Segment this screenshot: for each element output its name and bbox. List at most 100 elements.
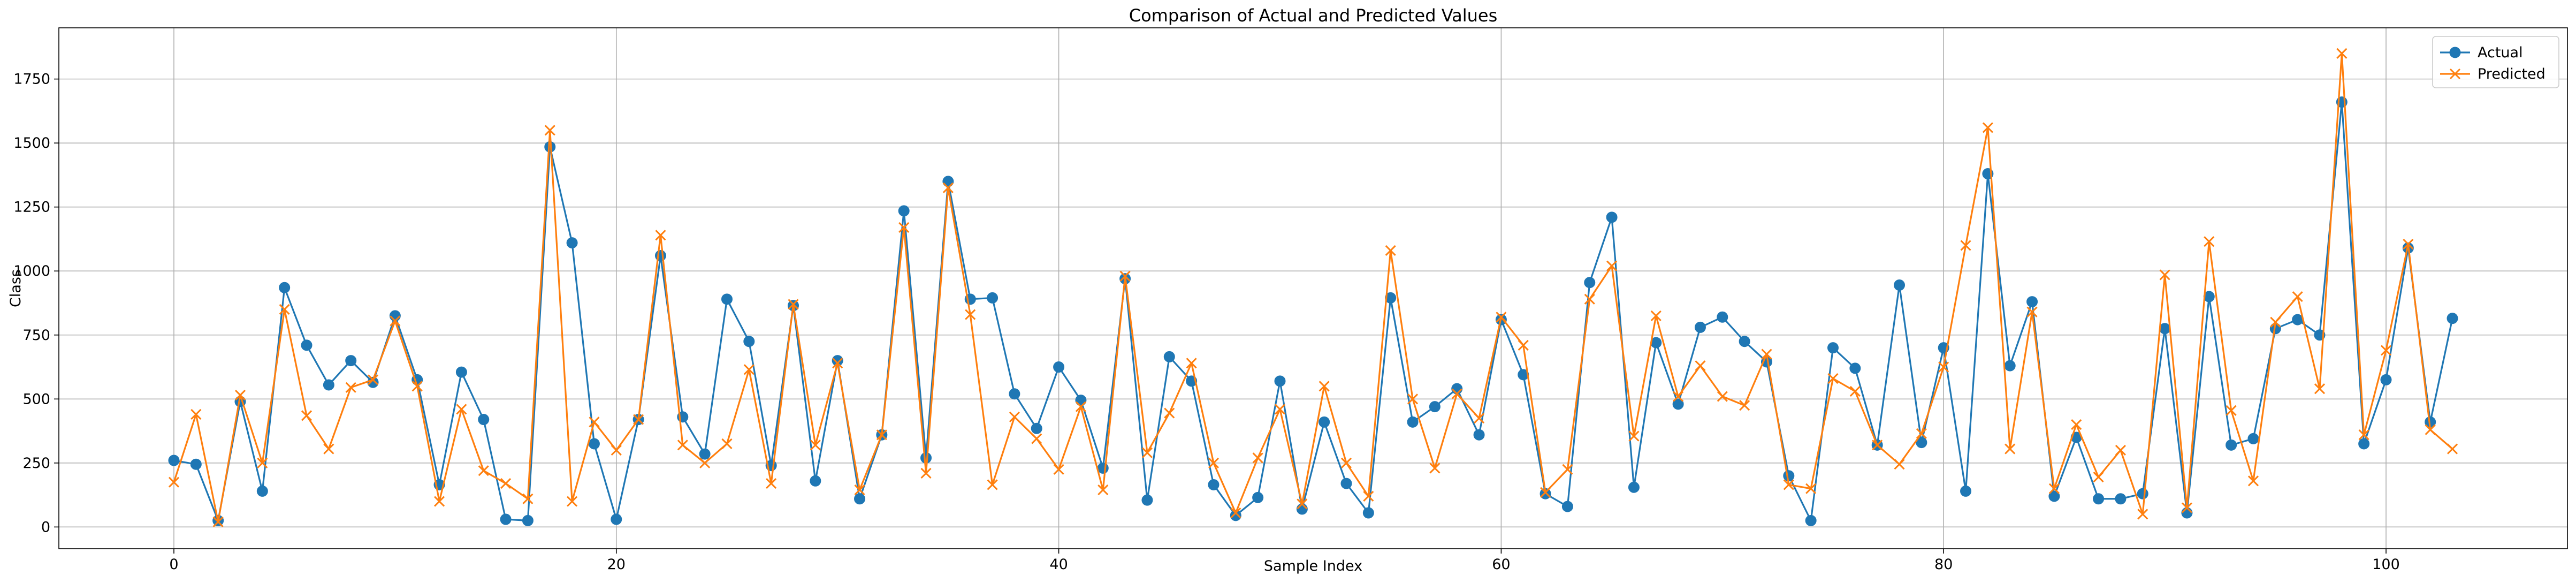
data-point-actual — [2292, 314, 2304, 325]
data-point-predicted — [1496, 312, 1507, 323]
data-point-predicted — [1274, 404, 1286, 415]
x-tick-label: 20 — [607, 556, 626, 573]
data-point-predicted — [1208, 457, 1220, 468]
data-point-predicted — [633, 414, 644, 425]
data-point-predicted — [589, 417, 600, 428]
data-point-predicted — [766, 478, 777, 489]
data-point-predicted — [1783, 479, 1794, 490]
data-point-predicted — [2026, 306, 2038, 317]
data-point-predicted — [1141, 447, 1153, 458]
data-point-predicted — [367, 374, 379, 385]
data-point-predicted — [522, 493, 534, 504]
data-point-actual — [2093, 493, 2105, 505]
data-point-actual — [2226, 439, 2237, 451]
data-point-predicted — [234, 390, 246, 401]
y-tick-label: 500 — [22, 391, 50, 407]
data-point-actual — [1783, 470, 1795, 482]
data-point-actual — [1916, 437, 1927, 449]
data-point-predicted — [345, 382, 356, 393]
data-point-predicted — [1119, 270, 1131, 282]
data-point-predicted — [965, 309, 976, 320]
data-point-actual — [279, 282, 291, 293]
legend-marker-predicted — [2449, 68, 2461, 80]
data-point-actual — [1451, 383, 1463, 395]
x-tick-label: 40 — [1049, 556, 1068, 573]
legend-label-predicted: Predicted — [2478, 66, 2545, 82]
data-point-actual — [2380, 374, 2392, 385]
data-point-predicted — [1739, 400, 1750, 411]
data-point-actual — [345, 355, 357, 367]
chart-title: Comparison of Actual and Predicted Value… — [1129, 5, 1498, 26]
data-point-predicted — [1429, 463, 1441, 474]
data-point-predicted — [1252, 452, 1263, 464]
data-point-predicted — [2425, 424, 2436, 435]
data-point-actual — [1628, 481, 1640, 493]
data-point-predicted — [2447, 443, 2458, 455]
data-point-predicted — [1407, 393, 1419, 405]
y-tick-label: 1000 — [13, 263, 50, 279]
y-tick-label: 750 — [22, 327, 50, 344]
data-point-predicted — [1805, 483, 1817, 494]
data-point-actual — [1717, 311, 1728, 323]
data-point-predicted — [2048, 483, 2060, 494]
data-point-actual — [1097, 462, 1109, 474]
legend-label-actual: Actual — [2478, 44, 2523, 61]
data-point-actual — [1694, 321, 1706, 333]
data-point-actual — [1208, 479, 1220, 490]
data-point-actual — [190, 458, 202, 470]
data-point-predicted — [1606, 260, 1618, 271]
data-point-predicted — [2204, 236, 2215, 247]
data-point-predicted — [1562, 464, 1573, 475]
data-point-actual — [1296, 503, 1308, 515]
data-point-actual — [1362, 507, 1374, 519]
data-point-actual — [1827, 342, 1839, 354]
data-point-actual — [2048, 490, 2060, 502]
data-point-actual — [699, 448, 711, 460]
legend-item-actual: Actual — [2440, 44, 2523, 61]
data-point-actual — [987, 292, 999, 304]
data-point-actual — [168, 455, 180, 466]
series-layer — [168, 48, 2458, 527]
data-point-predicted — [832, 358, 843, 369]
data-point-predicted — [1827, 373, 1839, 384]
data-point-predicted — [567, 496, 578, 507]
data-point-predicted — [1075, 401, 1086, 412]
data-point-predicted — [743, 364, 754, 375]
data-point-predicted — [1938, 361, 1949, 373]
y-axis-label: Class — [7, 269, 24, 307]
x-tick-label: 60 — [1492, 556, 1510, 573]
y-tick-label: 1250 — [13, 199, 50, 216]
data-point-actual — [1141, 494, 1153, 506]
data-point-actual — [1319, 416, 1330, 428]
data-point-predicted — [433, 496, 445, 507]
data-point-predicted — [168, 476, 180, 488]
data-point-actual — [566, 237, 578, 249]
data-point-predicted — [212, 516, 224, 527]
data-point-predicted — [1053, 464, 1064, 475]
data-point-predicted — [1319, 381, 1330, 392]
data-point-actual — [1385, 292, 1397, 304]
data-point-predicted — [257, 457, 268, 468]
x-tick-label: 100 — [2372, 556, 2400, 573]
data-point-actual — [1960, 485, 1972, 497]
series-predicted — [168, 48, 2458, 527]
data-point-actual — [323, 379, 334, 391]
data-point-actual — [500, 513, 512, 525]
data-point-actual — [1894, 279, 1906, 291]
data-point-actual — [1606, 211, 1618, 223]
data-point-predicted — [1473, 413, 1485, 424]
data-point-predicted — [898, 222, 910, 233]
x-tick-label: 80 — [1934, 556, 1953, 573]
data-point-predicted — [655, 230, 666, 241]
data-point-actual — [1739, 336, 1750, 347]
data-point-predicted — [810, 440, 821, 451]
data-point-actual — [1672, 398, 1684, 410]
data-point-predicted — [1584, 293, 1595, 305]
data-point-predicted — [1872, 440, 1883, 451]
x-axis-label: Sample Index — [1264, 558, 1362, 574]
series-actual — [168, 96, 2458, 526]
data-point-predicted — [1650, 310, 1662, 321]
data-point-predicted — [2137, 509, 2148, 520]
